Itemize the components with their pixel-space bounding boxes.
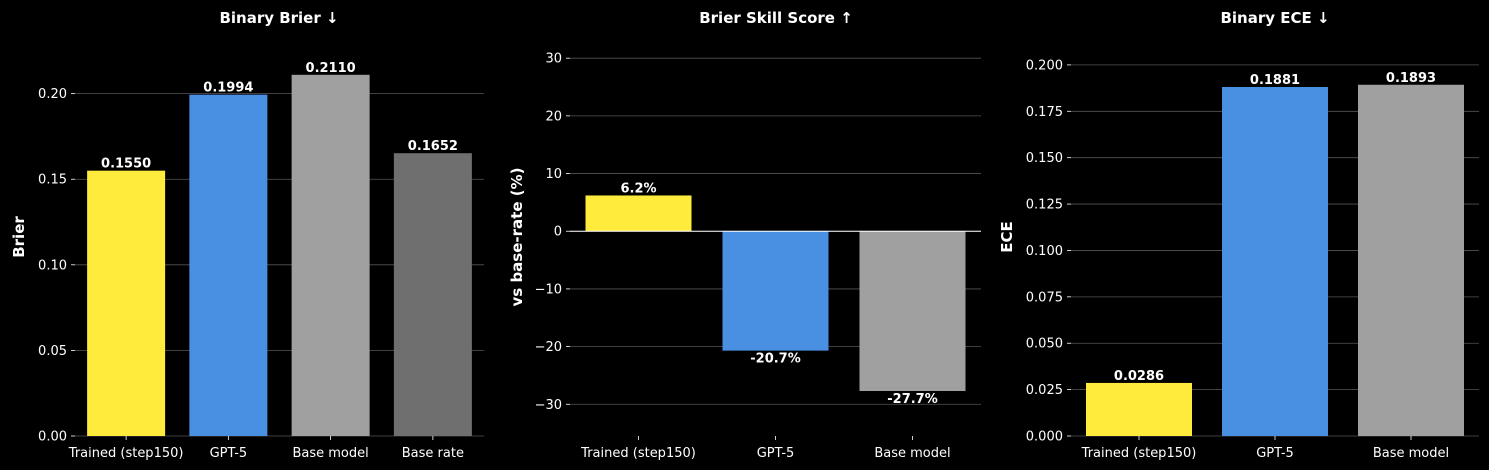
chart-title: Brier Skill Score ↑ [699, 9, 853, 27]
bar [87, 170, 166, 436]
y-axis-label: Brier [10, 216, 28, 258]
chart-panel-2: Brier Skill Score ↑ vs base-rate (%) −30 −2… [508, 9, 981, 461]
y-tick-label: 0.025 [1026, 383, 1063, 398]
y-tick-label: 0.050 [1026, 337, 1063, 352]
x-tick-label: Trained (step150) [580, 446, 696, 461]
y-tick-label: 10 [545, 167, 562, 182]
y-axis-label: vs base-rate (%) [508, 168, 526, 307]
x-tick-label: Trained (step150) [68, 446, 184, 461]
y-tick-label: 0.05 [38, 344, 67, 359]
bar [291, 74, 370, 437]
x-tick-label: GPT-5 [210, 446, 248, 461]
bar [1086, 382, 1192, 436]
y-tick-label: 0.175 [1026, 105, 1063, 120]
data-label: 0.1652 [408, 139, 458, 154]
chart-panel-3: Binary ECE ↓ ECE 0.000 0.025 0.050 0.075 0.100… [998, 9, 1479, 461]
y-tick-label: −20 [535, 340, 562, 355]
bar [722, 231, 829, 351]
y-tick-label: 0.100 [1026, 244, 1063, 259]
y-tick-label: 0.000 [1026, 430, 1063, 445]
data-label: 0.1881 [1250, 73, 1300, 88]
bar [1358, 84, 1464, 436]
bar [585, 195, 692, 232]
data-label: 6.2% [620, 181, 656, 196]
data-label: -20.7% [750, 352, 801, 367]
y-tick-label: 0.00 [38, 430, 67, 445]
x-tick-label: Base rate [402, 446, 464, 461]
y-tick-label: 0.200 [1026, 58, 1063, 73]
x-tick-label: GPT-5 [1256, 446, 1294, 461]
bar [859, 231, 966, 392]
x-tick-label: Base model [1373, 446, 1449, 461]
bar [1222, 86, 1328, 436]
chart-title: Binary Brier ↓ [219, 9, 338, 27]
y-tick-label: 0.20 [38, 87, 67, 102]
y-axis-label: ECE [998, 221, 1016, 253]
x-tick-label: GPT-5 [757, 446, 795, 461]
data-label: 0.0286 [1114, 369, 1164, 384]
y-tick-label: −30 [535, 398, 562, 413]
chart-title: Binary ECE ↓ [1220, 9, 1329, 27]
y-tick-label: 0.10 [38, 258, 67, 273]
x-tick-label: Base model [874, 446, 950, 461]
y-tick-label: 20 [545, 109, 562, 124]
chart-panel-1: Binary Brier ↓ Brier 0.00 0.05 0.10 0.15 0.20 0… [10, 9, 484, 461]
data-label: 0.1893 [1386, 71, 1436, 86]
y-tick-label: 0 [554, 225, 562, 240]
bar [393, 153, 472, 436]
data-label: -27.7% [887, 392, 938, 407]
y-tick-label: 0.150 [1026, 151, 1063, 166]
data-label: 0.2110 [306, 61, 356, 76]
y-tick-label: 0.075 [1026, 290, 1063, 305]
y-tick-label: 0.125 [1026, 198, 1063, 213]
data-label: 0.1550 [101, 157, 151, 172]
x-tick-label: Base model [292, 446, 368, 461]
bar [189, 94, 268, 437]
y-tick-label: 0.15 [38, 173, 67, 188]
y-tick-label: −10 [535, 282, 562, 297]
data-label: 0.1994 [203, 81, 253, 96]
y-tick-label: 30 [545, 52, 562, 67]
x-tick-label: Trained (step150) [1081, 446, 1197, 461]
